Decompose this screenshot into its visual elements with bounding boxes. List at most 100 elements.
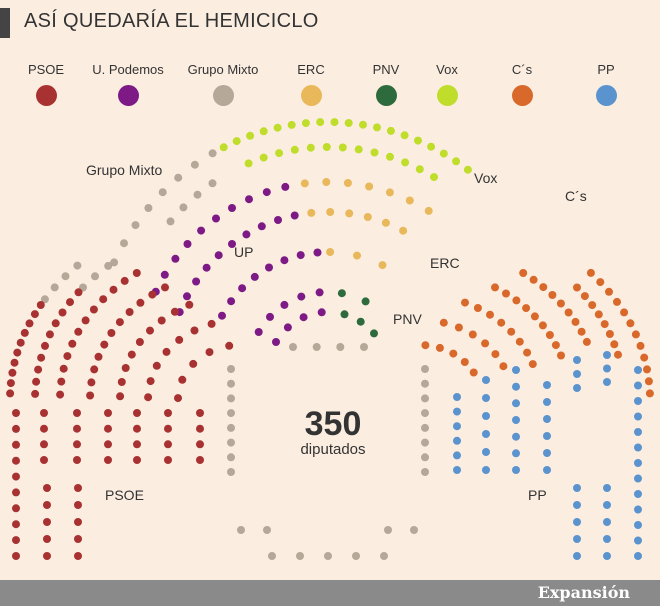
- seat-dot: [370, 329, 378, 338]
- label-pnv: PNV: [393, 311, 422, 327]
- seat-dot: [502, 289, 510, 298]
- seat-dot: [491, 350, 500, 359]
- seat-dot: [543, 466, 551, 474]
- seat-dot: [482, 448, 490, 456]
- seat-dot: [614, 350, 622, 359]
- seat-dot: [152, 361, 161, 370]
- seat-dot: [588, 301, 597, 310]
- seat-dot: [73, 456, 81, 464]
- seat-dot: [453, 422, 461, 431]
- seat-dot: [272, 338, 280, 346]
- seat-dot: [104, 424, 112, 433]
- seat-dot: [439, 318, 448, 327]
- seat-dot: [12, 520, 20, 529]
- seat-dot: [34, 365, 43, 374]
- seat-dot: [74, 484, 82, 492]
- title-accent-bar: [0, 8, 10, 38]
- seat-dot: [603, 535, 611, 543]
- seat-dot: [13, 348, 22, 357]
- seat-dot: [373, 123, 381, 132]
- seat-dot: [603, 378, 611, 386]
- seat-dot: [275, 149, 284, 158]
- seat-dot: [148, 290, 157, 299]
- seat-dot: [43, 552, 51, 560]
- seat-dot: [385, 188, 394, 197]
- seat-dot: [539, 283, 548, 292]
- seat-dot: [120, 276, 129, 285]
- seat-dot: [636, 341, 645, 350]
- seat-dot: [545, 331, 554, 339]
- seat-dot: [68, 339, 77, 348]
- seat-dot: [363, 213, 372, 221]
- seat-dot: [12, 504, 20, 513]
- seat-dot: [120, 239, 128, 248]
- seat-dot: [594, 310, 603, 319]
- seat-dot: [634, 552, 642, 560]
- seat-dot: [580, 292, 589, 301]
- legend-item: U. Podemos: [83, 62, 173, 106]
- seat-dot: [214, 251, 223, 260]
- seat-dot: [512, 366, 520, 374]
- seat-dot: [453, 451, 461, 460]
- seat-dot: [166, 217, 175, 226]
- seat-dot: [421, 394, 429, 403]
- seat-dot: [51, 319, 60, 328]
- seat-dot: [242, 230, 251, 239]
- seat-dot: [353, 251, 361, 260]
- legend-item: C´s: [477, 62, 567, 106]
- seat-dot: [613, 297, 621, 306]
- seat-dot: [381, 218, 390, 227]
- label-up: UP: [234, 244, 254, 260]
- seat-dot: [219, 143, 228, 152]
- seat-dot: [74, 501, 82, 509]
- seat-dot: [317, 308, 326, 317]
- seat-dot: [603, 552, 611, 560]
- seat-dot: [259, 127, 268, 136]
- seat-dot: [603, 518, 611, 526]
- seat-dot: [99, 295, 108, 304]
- seat-dot: [127, 350, 136, 359]
- seat-dot: [643, 365, 651, 374]
- seat-dot: [202, 263, 211, 272]
- seat-dot: [634, 443, 642, 452]
- seat-dot: [640, 353, 649, 362]
- seat-dot: [227, 297, 236, 306]
- seat-dot: [237, 526, 245, 534]
- seat-dot: [603, 364, 611, 373]
- legend-item: ERC: [266, 62, 356, 106]
- seat-dot: [146, 377, 155, 386]
- seat-dot: [212, 214, 220, 223]
- seat-dot: [50, 283, 59, 292]
- seat-dot: [117, 378, 126, 386]
- seat-dot: [263, 526, 271, 534]
- seat-dot: [427, 142, 436, 151]
- seat-dot: [192, 277, 201, 286]
- seat-dot: [132, 269, 141, 277]
- seat-dot: [227, 394, 235, 403]
- seat-dot: [289, 343, 297, 351]
- seat-dot: [94, 352, 103, 361]
- seat-dot: [486, 310, 494, 319]
- seat-dot: [174, 173, 183, 182]
- seat-dot: [196, 424, 204, 433]
- seat-dot: [32, 377, 41, 386]
- seat-dot: [125, 308, 134, 316]
- legend-label: ERC: [297, 62, 325, 77]
- legend-swatch: [35, 85, 57, 106]
- seat-dot: [564, 308, 573, 317]
- seat-dot: [378, 261, 387, 270]
- seat-dot: [81, 316, 90, 325]
- seat-dot: [86, 391, 95, 400]
- seat-dot: [162, 347, 171, 356]
- seat-dot: [424, 206, 433, 215]
- label-erc: ERC: [430, 255, 460, 271]
- legend-label: C´s: [511, 62, 533, 77]
- seat-dot: [6, 379, 15, 388]
- seat-dot: [164, 440, 172, 449]
- seat-dot: [296, 552, 304, 560]
- seat-dot: [268, 552, 276, 560]
- seat-dot: [543, 398, 551, 406]
- seat-dot: [551, 341, 560, 350]
- seat-dot: [100, 340, 109, 349]
- seat-dot: [400, 131, 409, 140]
